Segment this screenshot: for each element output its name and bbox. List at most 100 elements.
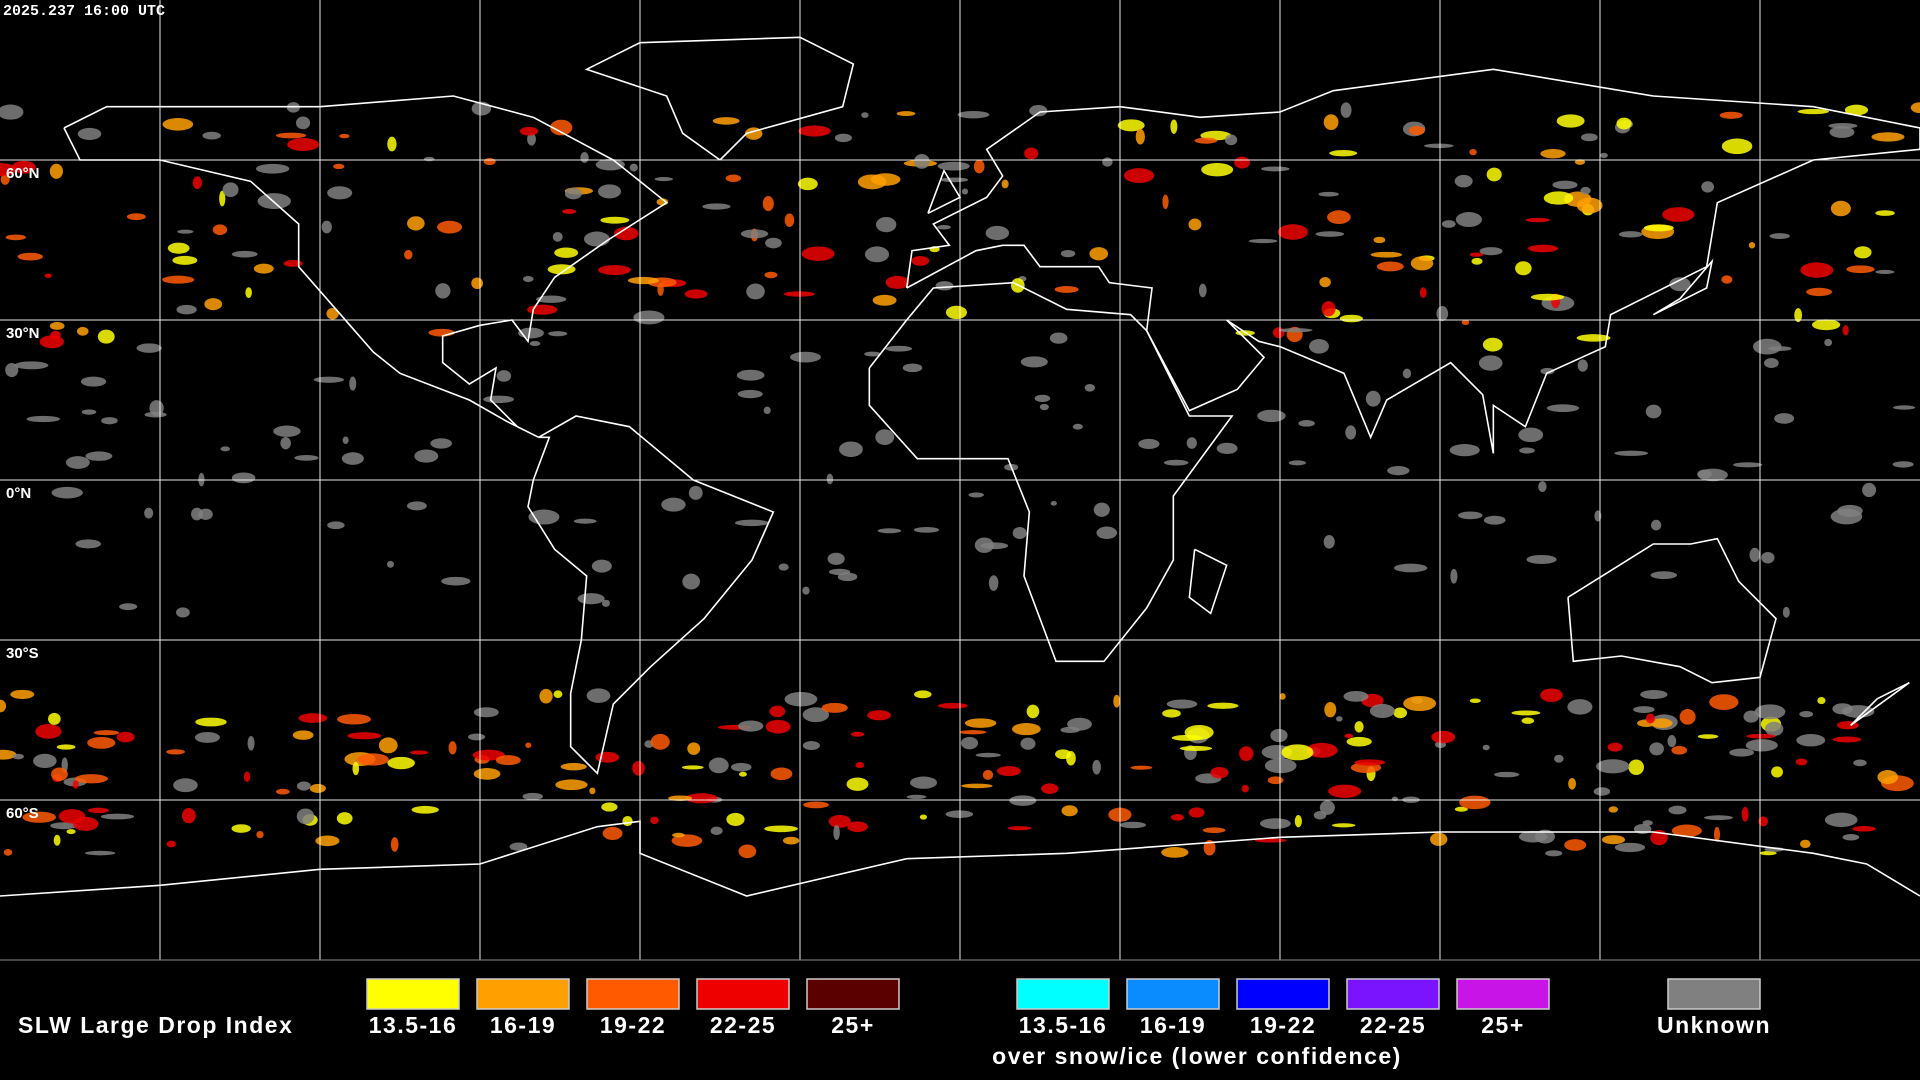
legend-swatch xyxy=(366,978,460,1010)
cloud-patch xyxy=(66,829,76,835)
cloud-patch xyxy=(1402,368,1412,379)
cloud-patch xyxy=(657,282,664,296)
cloud-patch xyxy=(764,825,799,833)
cloud-patch xyxy=(798,125,831,137)
cloud-patch xyxy=(1853,246,1872,259)
cloud-patch xyxy=(326,307,339,320)
cloud-patch xyxy=(1743,710,1759,723)
cloud-patch xyxy=(33,753,57,769)
cloud-patch xyxy=(613,226,639,241)
cloud-patch xyxy=(1267,776,1284,785)
cloud-patch xyxy=(116,731,135,743)
cloud-patch xyxy=(1564,839,1587,851)
cloud-patch xyxy=(1554,754,1564,763)
cloud-patch xyxy=(1012,722,1041,736)
cloud-patch xyxy=(1471,257,1483,265)
cloud-patch xyxy=(0,104,24,120)
cloud-patch xyxy=(1430,832,1448,846)
cloud-patch xyxy=(685,793,718,804)
coastline xyxy=(584,36,855,161)
cloud-patch xyxy=(937,224,951,230)
cloud-patch xyxy=(1650,718,1673,728)
cloud-patch xyxy=(527,132,536,146)
cloud-patch xyxy=(522,792,543,801)
cloud-patch xyxy=(1161,847,1189,858)
cloud-patch xyxy=(1119,821,1147,829)
cloud-patch xyxy=(194,731,220,743)
cloud-patch xyxy=(173,778,198,793)
cloud-patch xyxy=(1039,403,1049,411)
cloud-patch xyxy=(1024,147,1039,160)
cloud-patch xyxy=(1892,461,1914,468)
cloud-patch xyxy=(1272,327,1285,339)
cloud-patch xyxy=(1343,690,1369,702)
cloud-patch xyxy=(1093,502,1110,517)
cloud-patch xyxy=(1373,236,1386,244)
cloud-patch xyxy=(220,446,231,452)
cloud-patch xyxy=(1336,716,1343,722)
cloud-patch xyxy=(1410,256,1434,271)
cloud-patch xyxy=(58,809,86,824)
cloud-patch xyxy=(448,741,457,755)
cloud-patch xyxy=(1600,152,1608,159)
cloud-patch xyxy=(1829,126,1855,138)
legend-swatch xyxy=(696,978,790,1010)
cloud-patch xyxy=(1721,138,1753,155)
cloud-patch xyxy=(1596,759,1630,774)
cloud-patch xyxy=(257,193,291,210)
cloud-patch xyxy=(1671,824,1702,838)
cloud-patch xyxy=(837,572,858,582)
cloud-patch xyxy=(50,822,78,830)
legend-label: 22-25 xyxy=(1360,1012,1426,1038)
cloud-patch xyxy=(1431,730,1456,744)
cloud-patch xyxy=(202,131,221,140)
cloud-patch xyxy=(740,229,769,239)
cloud-patch xyxy=(765,719,791,734)
cloud-patch xyxy=(769,705,786,718)
cloud-patch xyxy=(1824,338,1833,347)
cloud-patch xyxy=(1113,694,1121,708)
cloud-patch xyxy=(1102,157,1113,167)
cloud-patch xyxy=(1774,413,1795,424)
cloud-patch xyxy=(1540,367,1555,375)
cloud-patch xyxy=(276,788,290,795)
cloud-patch xyxy=(650,733,670,750)
cloud-patch xyxy=(730,762,752,772)
cloud-patch xyxy=(1650,571,1678,580)
cloud-patch xyxy=(1393,563,1428,573)
cloud-patch xyxy=(295,116,311,130)
cloud-patch xyxy=(275,132,307,139)
cloud-patch xyxy=(26,415,61,423)
cloud-patch xyxy=(846,777,869,791)
cloud-patch xyxy=(1540,149,1566,159)
cloud-patch xyxy=(1309,339,1329,354)
cloud-patch xyxy=(1871,132,1905,142)
latitude-label: 60°S xyxy=(6,805,39,822)
cloud-patch xyxy=(1799,839,1811,849)
cloud-patch xyxy=(602,826,623,840)
cloud-patch xyxy=(410,750,429,755)
cloud-patch xyxy=(53,834,61,846)
cloud-patch xyxy=(1842,834,1860,841)
cloud-patch xyxy=(803,801,829,809)
cloud-patch xyxy=(1607,742,1623,752)
cloud-patch xyxy=(1449,444,1480,457)
cloud-patch xyxy=(441,576,471,586)
cloud-patch xyxy=(35,724,62,739)
cloud-patch xyxy=(1346,736,1372,747)
cloud-patch xyxy=(428,328,455,337)
cloud-patch xyxy=(1741,806,1749,822)
cloud-patch xyxy=(1327,210,1351,225)
cloud-patch xyxy=(1096,526,1118,540)
cloud-patch xyxy=(357,753,389,766)
cloud-patch xyxy=(1759,850,1777,856)
cloud-patch xyxy=(1188,218,1202,231)
cloud-patch xyxy=(1009,795,1037,806)
cloud-patch xyxy=(321,220,332,234)
cloud-patch xyxy=(1526,554,1557,564)
legend-label: 19-22 xyxy=(1250,1012,1316,1038)
cloud-patch xyxy=(789,351,821,363)
cloud-patch xyxy=(554,247,579,258)
cloud-patch xyxy=(5,362,19,378)
